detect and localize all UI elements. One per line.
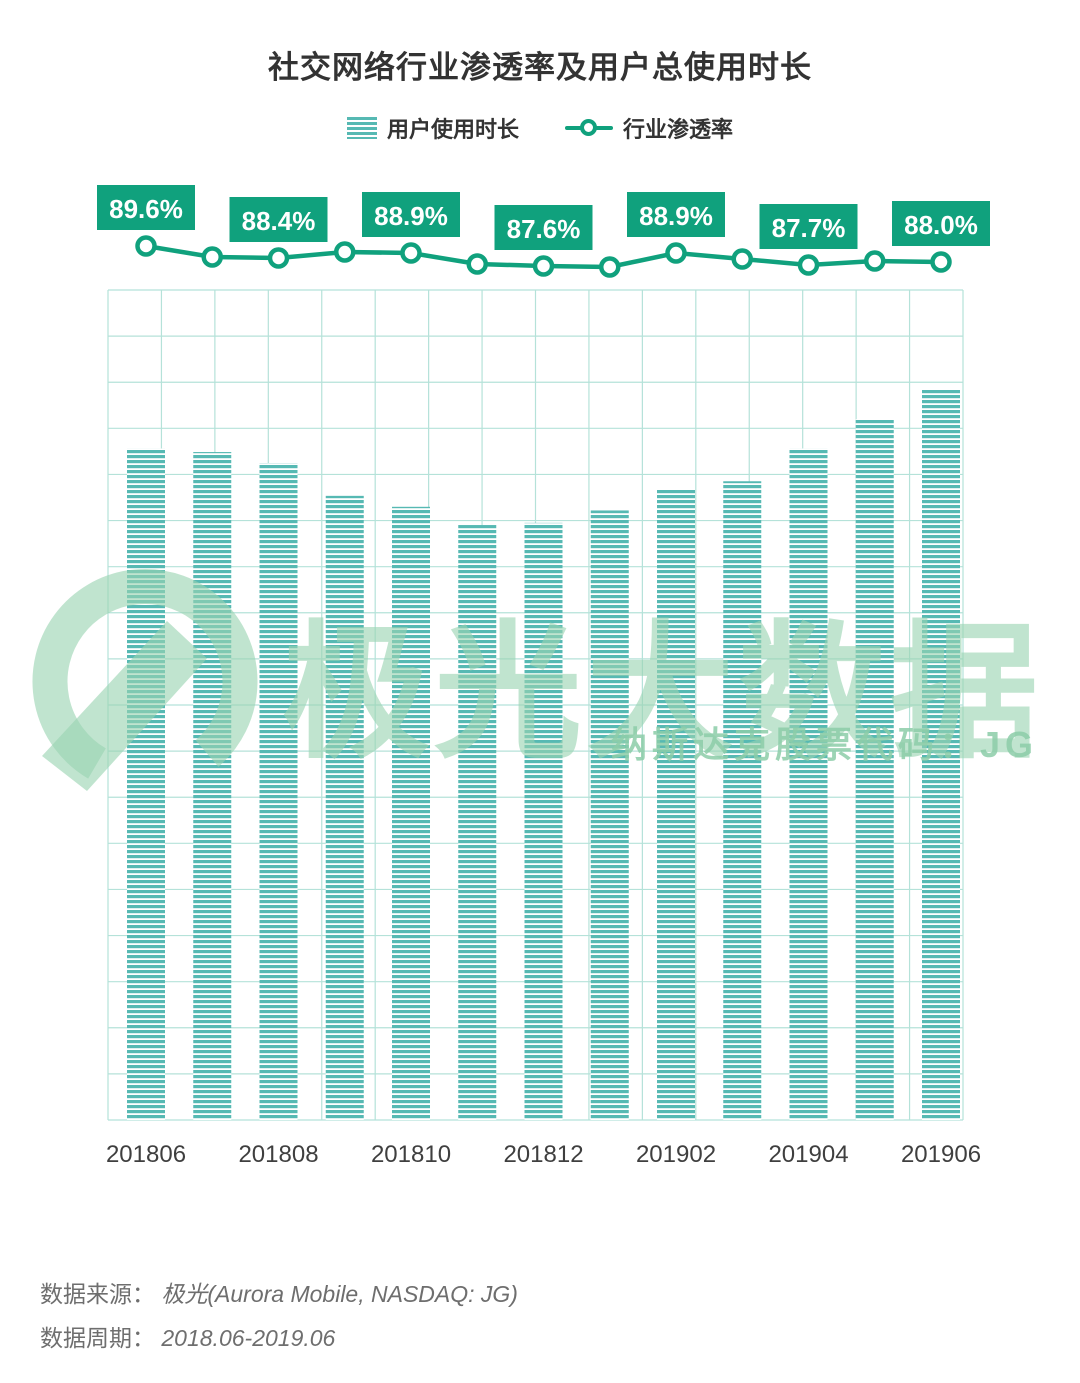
x-axis-label: 201906 bbox=[901, 1141, 981, 1168]
source-value: 极光(Aurora Mobile, NASDAQ: JG) bbox=[161, 1281, 518, 1307]
penetration-label: 87.6% bbox=[507, 214, 581, 244]
data-source-line: 数据来源： 极光(Aurora Mobile, NASDAQ: JG) bbox=[40, 1272, 518, 1316]
legend-item-usage: 用户使用时长 bbox=[346, 112, 519, 144]
penetration-label-box bbox=[892, 201, 990, 246]
line-marker bbox=[731, 248, 753, 270]
penetration-label: 88.9% bbox=[639, 201, 713, 231]
bar bbox=[325, 495, 364, 1121]
bar bbox=[127, 448, 165, 1120]
legend-usage-label: 用户使用时长 bbox=[386, 117, 519, 142]
penetration-label-box bbox=[229, 197, 328, 242]
chart-canvas: 89.6% 88.4% 88.9% 87.6% 88.9% 87.7% 88.0% 20180… bbox=[97, 185, 990, 1168]
penetration-label-box bbox=[627, 192, 725, 237]
line-series-icon bbox=[565, 118, 613, 138]
x-axis-label: 201810 bbox=[371, 1141, 451, 1168]
line-marker bbox=[201, 246, 223, 268]
bar bbox=[590, 510, 629, 1120]
line-marker bbox=[930, 251, 952, 273]
bar bbox=[723, 481, 762, 1120]
legend-item-penetration: 行业渗透率 bbox=[565, 112, 733, 144]
data-period-line: 数据周期： 2018.06-2019.06 bbox=[40, 1316, 518, 1360]
chart-title: 社交网络行业渗透率及用户总使用时长 bbox=[268, 50, 812, 85]
penetration-label-box bbox=[759, 204, 858, 249]
penetration-label: 88.0% bbox=[904, 210, 978, 240]
period-value: 2018.06-2019.06 bbox=[161, 1325, 336, 1351]
bar bbox=[193, 452, 232, 1120]
bar bbox=[855, 419, 894, 1120]
bar-series-icon bbox=[346, 117, 377, 139]
bar bbox=[789, 448, 828, 1120]
x-axis-label: 201812 bbox=[503, 1141, 583, 1168]
penetration-label: 88.9% bbox=[374, 201, 448, 231]
x-axis-label: 201806 bbox=[106, 1141, 186, 1168]
line-marker bbox=[135, 235, 157, 257]
line-marker bbox=[334, 241, 356, 263]
penetration-label-box bbox=[362, 192, 460, 237]
x-axis-label: 201902 bbox=[636, 1141, 716, 1168]
bar bbox=[524, 522, 563, 1120]
line-marker bbox=[665, 242, 687, 264]
bar bbox=[922, 390, 960, 1120]
source-label: 数据来源： bbox=[40, 1281, 155, 1307]
penetration-label: 88.4% bbox=[242, 206, 316, 236]
x-axis-label: 201808 bbox=[238, 1141, 318, 1168]
line-marker bbox=[400, 242, 422, 264]
bar bbox=[392, 506, 430, 1120]
footer: 数据来源： 极光(Aurora Mobile, NASDAQ: JG) 数据周期… bbox=[40, 1272, 518, 1360]
line-marker bbox=[466, 253, 488, 275]
line-marker bbox=[797, 254, 820, 276]
period-label: 数据周期： bbox=[40, 1325, 155, 1351]
line-marker bbox=[864, 250, 886, 272]
line-marker bbox=[599, 256, 621, 278]
penetration-label: 87.7% bbox=[772, 213, 846, 243]
penetration-label-box bbox=[494, 205, 593, 250]
bar-series bbox=[127, 390, 960, 1121]
bar bbox=[458, 525, 497, 1120]
line-marker bbox=[532, 255, 555, 277]
legend-penetration-label: 行业渗透率 bbox=[623, 117, 734, 142]
bar bbox=[657, 488, 695, 1120]
bar bbox=[259, 463, 298, 1120]
legend: 用户使用时长 行业渗透率 bbox=[0, 112, 1080, 144]
penetration-label-box bbox=[97, 185, 195, 230]
x-axis-label: 201904 bbox=[768, 1141, 848, 1168]
penetration-label: 89.6% bbox=[109, 194, 183, 224]
line-marker bbox=[267, 247, 290, 269]
